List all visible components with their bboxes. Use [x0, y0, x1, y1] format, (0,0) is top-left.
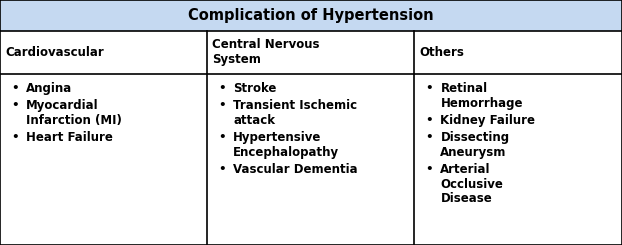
- Text: Heart Failure: Heart Failure: [26, 131, 113, 144]
- Text: •: •: [218, 82, 226, 95]
- Bar: [0, 0, 622, 31]
- Text: •: •: [218, 131, 226, 144]
- Text: •: •: [425, 82, 433, 95]
- Text: Angina: Angina: [26, 82, 72, 95]
- Text: Retinal: Retinal: [440, 82, 488, 95]
- Text: Transient Ischemic: Transient Ischemic: [233, 99, 358, 112]
- Bar: [0, 31, 622, 74]
- Text: •: •: [425, 131, 433, 144]
- Text: Cardiovascular: Cardiovascular: [5, 46, 104, 59]
- Text: Hypertensive: Hypertensive: [233, 131, 322, 144]
- Text: Infarction (MI): Infarction (MI): [26, 114, 122, 127]
- Text: •: •: [425, 163, 433, 176]
- Text: •: •: [11, 82, 19, 95]
- Text: Myocardial: Myocardial: [26, 99, 99, 112]
- Text: Others: Others: [419, 46, 464, 59]
- Text: Central Nervous
System: Central Nervous System: [212, 38, 320, 66]
- Text: Occlusive: Occlusive: [440, 178, 503, 191]
- Text: Dissecting: Dissecting: [440, 131, 509, 144]
- Text: Kidney Failure: Kidney Failure: [440, 114, 536, 127]
- Text: •: •: [218, 163, 226, 176]
- Text: Stroke: Stroke: [233, 82, 277, 95]
- Text: Disease: Disease: [440, 192, 492, 205]
- Text: Encephalopathy: Encephalopathy: [233, 146, 340, 159]
- Text: Arterial: Arterial: [440, 163, 491, 176]
- Text: Vascular Dementia: Vascular Dementia: [233, 163, 358, 176]
- Text: Aneurysm: Aneurysm: [440, 146, 507, 159]
- Text: •: •: [425, 114, 433, 127]
- Text: •: •: [11, 131, 19, 144]
- Bar: [0, 74, 622, 245]
- Text: Hemorrhage: Hemorrhage: [440, 97, 523, 110]
- Text: attack: attack: [233, 114, 276, 127]
- Text: •: •: [218, 99, 226, 112]
- Text: •: •: [11, 99, 19, 112]
- Text: Complication of Hypertension: Complication of Hypertension: [188, 8, 434, 23]
